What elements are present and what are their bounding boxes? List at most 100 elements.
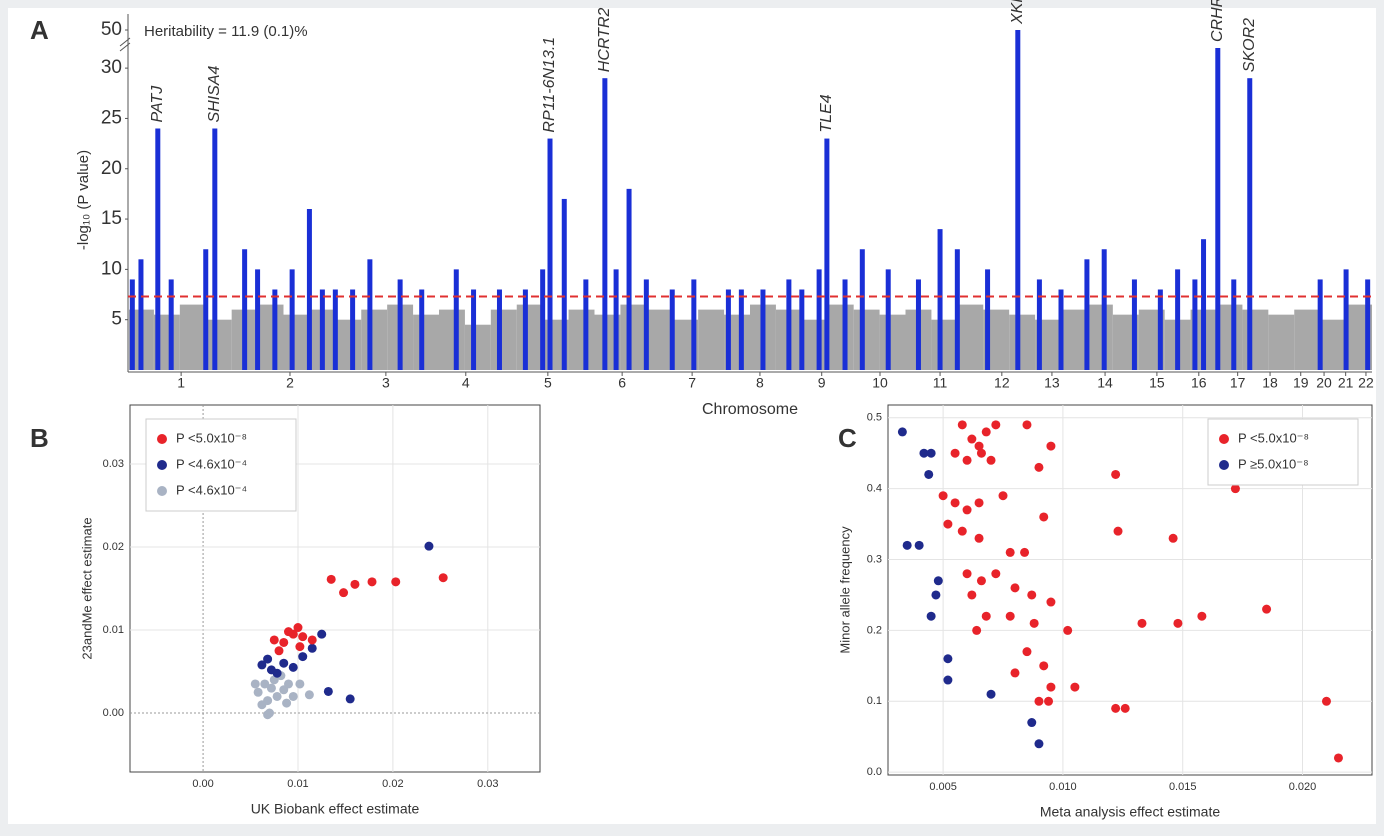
point	[1020, 547, 1030, 557]
peak-column	[725, 289, 731, 370]
y-axis-title: 23andMe effect estimate	[79, 517, 94, 659]
peak-column	[954, 249, 960, 370]
point	[1262, 604, 1272, 614]
point	[295, 679, 305, 689]
peak-column	[786, 279, 792, 370]
point	[1005, 611, 1015, 621]
y-tick-label: 0.5	[867, 412, 882, 424]
peak-column	[1192, 279, 1198, 370]
peak-column	[1365, 279, 1371, 370]
point	[260, 679, 270, 689]
point	[938, 491, 948, 501]
point	[1039, 512, 1049, 522]
peak-column	[212, 128, 218, 370]
peak-column	[1157, 289, 1163, 370]
point	[307, 643, 317, 653]
peak-column	[319, 289, 325, 370]
point	[293, 623, 303, 633]
peak-column	[242, 249, 248, 370]
point	[367, 577, 377, 587]
point	[957, 420, 967, 430]
point	[943, 654, 953, 664]
peak-column	[1036, 279, 1042, 370]
peak-column	[760, 289, 766, 370]
peak-column	[289, 269, 295, 370]
point	[986, 689, 996, 699]
peak-column	[957, 304, 984, 370]
point	[288, 629, 298, 639]
point	[1111, 703, 1121, 713]
point	[1168, 533, 1178, 543]
x-tick-label: 0.005	[929, 781, 957, 793]
peak-column	[1058, 289, 1064, 370]
point	[1010, 668, 1020, 678]
peak-column	[937, 229, 943, 370]
point	[897, 427, 907, 437]
point	[981, 427, 991, 437]
peak-column	[626, 188, 632, 370]
point	[991, 569, 1001, 579]
y-tick-label: 5	[111, 309, 122, 330]
point	[266, 683, 276, 693]
x-tick-label: 20	[1316, 375, 1332, 391]
y-tick-label: 50	[101, 19, 122, 40]
peak-column	[419, 289, 425, 370]
peak-column	[155, 128, 161, 370]
peak-column	[367, 259, 373, 370]
point	[974, 533, 984, 543]
point	[902, 540, 912, 550]
legend	[1207, 418, 1359, 486]
point	[1063, 625, 1073, 635]
peak-column	[516, 304, 543, 370]
peak-column	[439, 309, 465, 370]
peak-column	[1320, 319, 1347, 370]
point	[323, 686, 333, 696]
x-tick-label: 3	[382, 375, 390, 391]
point	[1022, 647, 1032, 657]
point	[926, 611, 936, 621]
gene-label: SHISA4	[206, 65, 223, 122]
point	[317, 629, 327, 639]
peak-column	[568, 309, 595, 370]
peak-column	[985, 269, 991, 370]
x-tick-label: 1	[177, 375, 185, 391]
point	[1034, 739, 1044, 749]
peak-column	[1231, 279, 1237, 370]
peak-column	[643, 279, 649, 370]
point	[295, 642, 305, 652]
legend-label: P ≥5.0x10⁻⁸	[1238, 456, 1309, 471]
point	[391, 577, 401, 587]
point	[926, 448, 936, 458]
point	[1046, 597, 1056, 607]
point	[1230, 484, 1240, 494]
point	[1027, 590, 1037, 600]
point	[1111, 469, 1121, 479]
peak-column	[179, 304, 206, 370]
point	[957, 526, 967, 536]
point	[967, 434, 977, 444]
peak-column	[272, 289, 278, 370]
x-tick-label: 0.03	[477, 778, 498, 790]
x-tick-label: 0.02	[382, 778, 403, 790]
legend	[145, 418, 297, 512]
peak-column	[646, 309, 673, 370]
point	[914, 540, 924, 550]
peak-column	[1242, 309, 1269, 370]
panel-label: C	[838, 423, 857, 453]
point	[1333, 753, 1343, 763]
peak-column	[453, 269, 459, 370]
peak-column	[203, 249, 209, 370]
point	[933, 576, 943, 586]
peak-column	[816, 269, 822, 370]
peak-column	[1201, 239, 1207, 370]
x-tick-label: 6	[618, 375, 626, 391]
x-axis-title: Chromosome	[702, 401, 798, 418]
peak-column	[350, 289, 356, 370]
x-tick-label: 4	[462, 375, 470, 391]
peak-column	[698, 309, 725, 370]
peak-column	[138, 259, 144, 370]
x-tick-label: 5	[544, 375, 552, 391]
point	[950, 498, 960, 508]
y-tick-label: 10	[101, 258, 122, 279]
